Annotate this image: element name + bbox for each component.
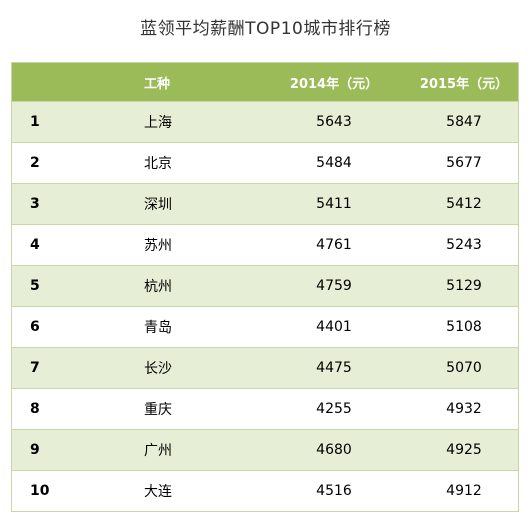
city-cell: 长沙 <box>144 361 172 377</box>
table-row: 1 上海 5643 5847 <box>12 102 518 143</box>
salary-2015-cell: 5677 <box>446 155 482 171</box>
city-cell: 苏州 <box>144 238 172 254</box>
salary-2015-cell: 4925 <box>446 442 482 458</box>
city-cell: 深圳 <box>144 197 172 213</box>
salary-2015-cell: 5847 <box>446 114 482 130</box>
salary-2015-cell: 5412 <box>446 196 482 212</box>
header-job-type: 工种 <box>144 76 171 92</box>
page-title: 蓝领平均薪酬TOP10城市排行榜 <box>140 19 391 39</box>
city-cell: 青岛 <box>144 320 172 336</box>
city-cell: 大连 <box>144 484 172 500</box>
table-row: 5 杭州 4759 5129 <box>12 266 518 307</box>
rank-cell: 9 <box>30 442 40 458</box>
salary-2015-cell: 4912 <box>446 483 482 499</box>
rank-cell: 7 <box>30 360 40 376</box>
header-2014: 2014年（元） <box>289 76 379 92</box>
salary-2014-cell: 4475 <box>316 360 352 376</box>
table-row: 4 苏州 4761 5243 <box>12 225 518 266</box>
salary-2014-cell: 4401 <box>316 319 352 335</box>
ranking-table: 工种 2014年（元） 2015年（元） 1 上海 5643 5847 2 北京 5484 5… <box>11 62 519 512</box>
city-cell: 上海 <box>144 115 172 131</box>
salary-2014-cell: 4680 <box>316 442 352 458</box>
table-row: 8 重庆 4255 4932 <box>12 389 518 430</box>
salary-2014-cell: 4761 <box>316 237 352 253</box>
table-row: 2 北京 5484 5677 <box>12 143 518 184</box>
rank-cell: 3 <box>30 196 40 212</box>
salary-2014-cell: 5643 <box>316 114 352 130</box>
salary-2015-cell: 5129 <box>446 278 482 294</box>
table-row: 7 长沙 4475 5070 <box>12 348 518 389</box>
city-cell: 杭州 <box>144 279 172 295</box>
header-2015: 2015年（元） <box>419 76 509 92</box>
salary-2015-cell: 4932 <box>446 401 482 417</box>
rank-cell: 8 <box>30 401 40 417</box>
salary-2014-cell: 4516 <box>316 483 352 499</box>
rank-cell: 2 <box>30 155 40 171</box>
salary-2015-cell: 5243 <box>446 237 482 253</box>
salary-2014-cell: 4759 <box>316 278 352 294</box>
table-header-row: 工种 2014年（元） 2015年（元） <box>12 63 518 102</box>
table-row: 3 深圳 5411 5412 <box>12 184 518 225</box>
salary-2015-cell: 5070 <box>446 360 482 376</box>
rank-cell: 10 <box>30 483 50 499</box>
rank-cell: 1 <box>30 114 40 130</box>
salary-2015-cell: 5108 <box>446 319 482 335</box>
city-cell: 北京 <box>144 156 172 172</box>
salary-2014-cell: 5484 <box>316 155 352 171</box>
rank-cell: 5 <box>30 278 40 294</box>
city-cell: 广州 <box>144 443 172 459</box>
salary-2014-cell: 5411 <box>316 196 352 212</box>
salary-2014-cell: 4255 <box>316 401 352 417</box>
table-row: 9 广州 4680 4925 <box>12 430 518 471</box>
rank-cell: 6 <box>30 319 40 335</box>
table-row: 10 大连 4516 4912 <box>12 471 518 512</box>
city-cell: 重庆 <box>144 402 172 418</box>
table-body: 1 上海 5643 5847 2 北京 5484 5677 3 深圳 5411 5412 4 苏州 4761… <box>12 102 518 512</box>
table-row: 6 青岛 4401 5108 <box>12 307 518 348</box>
rank-cell: 4 <box>30 237 40 253</box>
